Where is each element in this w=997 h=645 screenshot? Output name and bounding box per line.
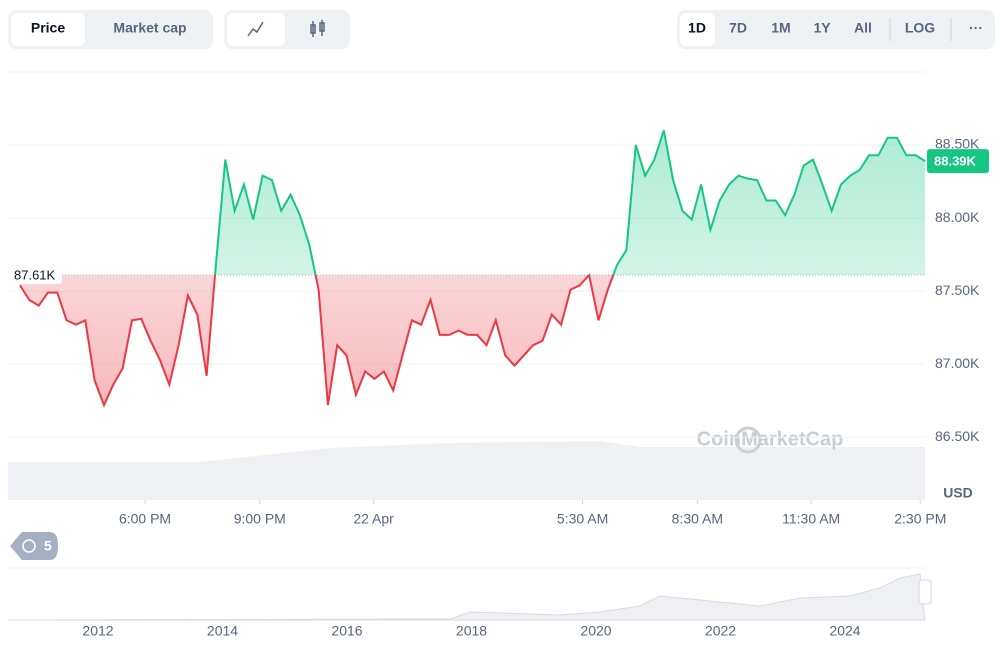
x-tick-label: 22 Apr bbox=[353, 511, 394, 527]
navigator-label: 2022 bbox=[705, 623, 736, 639]
navigator-label: 2012 bbox=[82, 623, 113, 639]
view-price[interactable]: Price bbox=[31, 20, 65, 36]
area-up bbox=[20, 130, 925, 276]
range-button[interactable]: 1Y bbox=[813, 20, 831, 36]
y-tick-label: 88.50K bbox=[935, 136, 980, 152]
baseline-label: 87.61K bbox=[14, 267, 56, 282]
range-button[interactable]: 1M bbox=[771, 20, 790, 36]
range-toggle bbox=[677, 10, 995, 49]
x-tick-label: 2:30 PM bbox=[894, 511, 946, 527]
candle-icon[interactable] bbox=[310, 20, 325, 37]
view-marketcap[interactable]: Market cap bbox=[113, 20, 186, 36]
line-icon bbox=[247, 21, 264, 37]
clock-icon bbox=[22, 539, 36, 553]
x-tick-label: 6:00 PM bbox=[119, 511, 171, 527]
currency-label: USD bbox=[943, 485, 973, 501]
navigator-label: 2018 bbox=[456, 623, 487, 639]
navigator-area bbox=[7, 573, 926, 621]
x-tick-label: 8:30 AM bbox=[672, 511, 723, 527]
y-tick-label: 86.50K bbox=[935, 428, 980, 444]
baseline-tag bbox=[8, 266, 62, 285]
watermark: CoinMarketCap bbox=[697, 428, 844, 450]
line-chart-button[interactable] bbox=[227, 13, 285, 46]
history-count: 5 bbox=[44, 538, 52, 554]
y-tick-label: 88.00K bbox=[935, 209, 980, 225]
navigator-handle[interactable] bbox=[918, 579, 932, 605]
x-tick-label: 9:00 PM bbox=[234, 511, 286, 527]
y-tick-label: 87.00K bbox=[935, 355, 980, 371]
range-button[interactable]: 7D bbox=[729, 20, 747, 36]
price-line-up bbox=[214, 130, 926, 276]
y-tick-label: 87.50K bbox=[935, 282, 980, 298]
log-button[interactable]: LOG bbox=[905, 20, 935, 36]
current-tag bbox=[927, 149, 989, 174]
volume-area bbox=[8, 441, 925, 500]
navigator-label: 2016 bbox=[331, 623, 362, 639]
current-label: 88.39K bbox=[934, 154, 977, 169]
range-button[interactable]: All bbox=[854, 20, 872, 36]
x-tick-label: 11:30 AM bbox=[782, 511, 840, 527]
range-active[interactable] bbox=[680, 13, 715, 46]
area-down bbox=[20, 275, 614, 406]
price-line-down bbox=[19, 275, 615, 408]
more-button[interactable]: ··· bbox=[969, 20, 983, 36]
navigator-label: 2024 bbox=[829, 623, 860, 639]
history-badge[interactable] bbox=[10, 532, 58, 560]
range-button[interactable]: 1D bbox=[688, 20, 706, 36]
watermark-logo bbox=[734, 426, 762, 454]
view-active[interactable] bbox=[11, 13, 85, 46]
x-tick-label: 5:30 AM bbox=[557, 511, 608, 527]
navigator-label: 2020 bbox=[580, 623, 611, 639]
navigator-label: 2014 bbox=[207, 623, 238, 639]
